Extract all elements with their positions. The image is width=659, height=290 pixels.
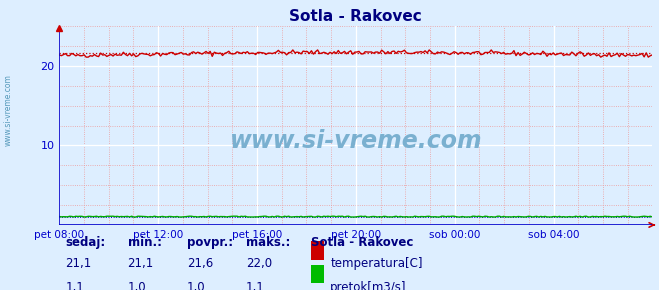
Text: Sotla - Rakovec: Sotla - Rakovec [312,236,414,249]
Text: 1,1: 1,1 [65,281,84,290]
Text: 22,0: 22,0 [246,257,272,270]
Text: www.si-vreme.com: www.si-vreme.com [229,129,482,153]
Text: 21,6: 21,6 [187,257,213,270]
Text: temperatura[C]: temperatura[C] [330,257,423,270]
Text: min.:: min.: [128,236,161,249]
Text: 1,0: 1,0 [187,281,206,290]
Text: sedaj:: sedaj: [65,236,105,249]
Text: maks.:: maks.: [246,236,291,249]
Text: pretok[m3/s]: pretok[m3/s] [330,281,407,290]
Title: Sotla - Rakovec: Sotla - Rakovec [289,8,422,23]
Text: 1,1: 1,1 [246,281,265,290]
Text: 21,1: 21,1 [128,257,154,270]
Text: www.si-vreme.com: www.si-vreme.com [4,74,13,146]
Text: 21,1: 21,1 [65,257,92,270]
Text: povpr.:: povpr.: [187,236,233,249]
Bar [312,241,324,260]
Bar [312,265,324,283]
Text: 1,0: 1,0 [128,281,146,290]
